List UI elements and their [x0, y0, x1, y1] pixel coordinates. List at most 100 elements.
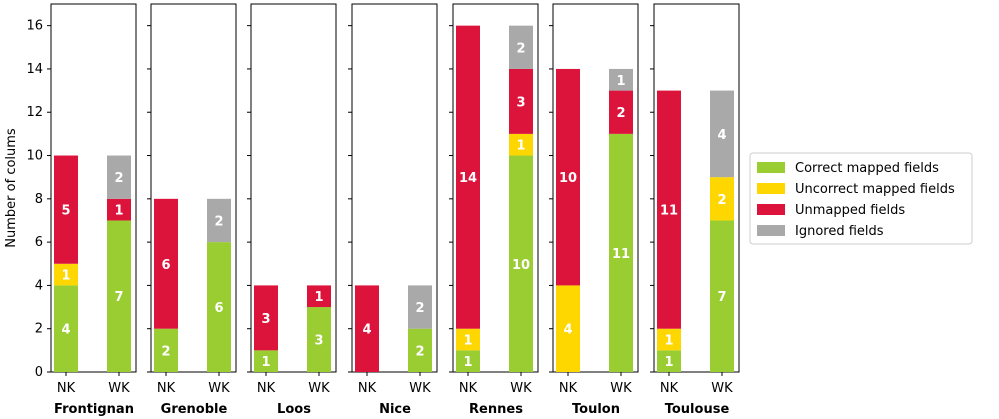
bar-segment-ignored-fields: [107, 155, 131, 199]
y-tick-label: 2: [35, 322, 43, 337]
panel-toulon: 4 10 NK 11 2 1 WK Toulon: [549, 3, 639, 417]
x-tick-label: WK: [308, 381, 330, 396]
x-tick-label: NK: [358, 381, 377, 396]
x-tick-label: WK: [610, 381, 632, 396]
x-tick-label: WK: [208, 381, 230, 396]
data-label: 3: [516, 95, 525, 110]
bar-segment-uncorrect-mapped-fields: [710, 177, 734, 221]
data-label: 1: [61, 269, 70, 284]
bar-segment-uncorrect-mapped-fields: [657, 328, 681, 351]
panel-title: Toulon: [572, 402, 620, 417]
data-label: 11: [612, 247, 630, 262]
x-tick-label: NK: [559, 381, 578, 396]
bar-segment-uncorrect-mapped-fields: [54, 263, 78, 286]
panel-nice: 4 NK 2 2 WK Nice: [348, 3, 438, 417]
data-label: 1: [314, 290, 323, 305]
x-tick-label: NK: [459, 381, 478, 396]
legend-entry: Uncorrect mapped fields: [795, 182, 955, 197]
legend-entry: Ignored fields: [795, 224, 884, 239]
bar-segment-unmapped-fields: [254, 285, 278, 351]
x-tick-label: WK: [108, 381, 130, 396]
data-label: 4: [717, 128, 726, 143]
data-label: 2: [516, 41, 525, 56]
panel-frame: [50, 3, 137, 373]
legend-box: [749, 152, 973, 245]
chart-panels: 0246810121416415NK712WKFrontignan26NK62W…: [26, 3, 740, 417]
y-tick-label: 4: [35, 278, 43, 293]
bar-segment-unmapped-fields: [154, 198, 178, 329]
panel-frame: [150, 3, 237, 373]
data-label: 10: [559, 171, 577, 186]
data-label: 5: [61, 204, 70, 219]
bar-segment-ignored-fields: [509, 25, 533, 69]
legend-swatch: [757, 225, 785, 236]
data-label: 2: [214, 214, 223, 229]
bar-segment-unmapped-fields: [657, 90, 681, 329]
y-tick-label: 10: [26, 149, 43, 164]
panel-loos: 1 3 NK 3 1 WK Loos: [247, 3, 337, 417]
data-label: 6: [161, 258, 170, 273]
y-tick-label: 14: [26, 62, 43, 77]
panel-rennes: 1 1 14 NK 10 1 3 2 WK Rennes: [449, 3, 539, 417]
data-label: 4: [563, 323, 572, 338]
x-tick-label: WK: [409, 381, 431, 396]
bar-segment-correct-mapped-fields: [456, 350, 480, 372]
data-label: 1: [261, 355, 270, 370]
bar-segment-correct-mapped-fields: [408, 328, 432, 372]
data-label: 1: [516, 139, 525, 154]
bar-segment-correct-mapped-fields: [509, 155, 533, 372]
data-label: 1: [463, 334, 472, 349]
data-label: 2: [616, 106, 625, 121]
bar-segment-unmapped-fields: [556, 68, 580, 286]
bar-segment-ignored-fields: [609, 68, 633, 91]
data-label: 2: [114, 171, 123, 186]
panel-frame: [351, 3, 438, 373]
data-label: 2: [717, 193, 726, 208]
legend-swatch: [757, 162, 785, 173]
bar-segment-correct-mapped-fields: [657, 350, 681, 372]
x-tick-label: NK: [660, 381, 679, 396]
panel-title: Toulouse: [665, 402, 730, 417]
bar-segment-correct-mapped-fields: [154, 328, 178, 372]
data-label: 4: [61, 323, 70, 338]
bar-segment-correct-mapped-fields: [710, 220, 734, 372]
bar-segment-ignored-fields: [710, 90, 734, 178]
panel-frame: [552, 3, 639, 373]
y-axis-label: Number of colums: [4, 128, 19, 248]
data-label: 11: [660, 204, 678, 219]
bar-segment-ignored-fields: [207, 198, 231, 243]
bar-segment-uncorrect-mapped-fields: [456, 328, 480, 351]
x-tick-label: WK: [711, 381, 733, 396]
data-label: 3: [314, 334, 323, 349]
panel-title: Grenoble: [161, 402, 228, 417]
data-label: 14: [459, 171, 477, 186]
panel-grenoble: 2 6 NK 6 2 WK Grenoble: [147, 3, 237, 417]
panel-title: Nice: [379, 402, 411, 417]
x-tick-label: NK: [157, 381, 176, 396]
data-label: 1: [616, 74, 625, 89]
data-label: 10: [512, 258, 530, 273]
x-tick-label: WK: [510, 381, 532, 396]
bar-segment-ignored-fields: [408, 285, 432, 329]
data-label: 1: [664, 355, 673, 370]
panel-frame: [452, 3, 539, 373]
data-label: 7: [717, 290, 726, 305]
data-label: 1: [664, 334, 673, 349]
data-label: 1: [463, 355, 472, 370]
bar-segment-correct-mapped-fields: [54, 285, 78, 372]
bar-segment-unmapped-fields: [509, 68, 533, 134]
bar-segment-unmapped-fields: [54, 155, 78, 264]
legend-entry: Unmapped fields: [795, 203, 905, 218]
bar-segment-unmapped-fields: [307, 285, 331, 308]
bar-segment-correct-mapped-fields: [307, 307, 331, 372]
data-label: 1: [114, 204, 123, 219]
y-tick-label: 6: [35, 235, 43, 250]
bar-segment-unmapped-fields: [107, 198, 131, 221]
bar-segment-correct-mapped-fields: [207, 242, 231, 372]
data-label: 2: [161, 344, 170, 359]
panel-title: Loos: [277, 402, 311, 417]
legend: Correct mapped fields Uncorrect mapped fi…: [749, 152, 973, 245]
